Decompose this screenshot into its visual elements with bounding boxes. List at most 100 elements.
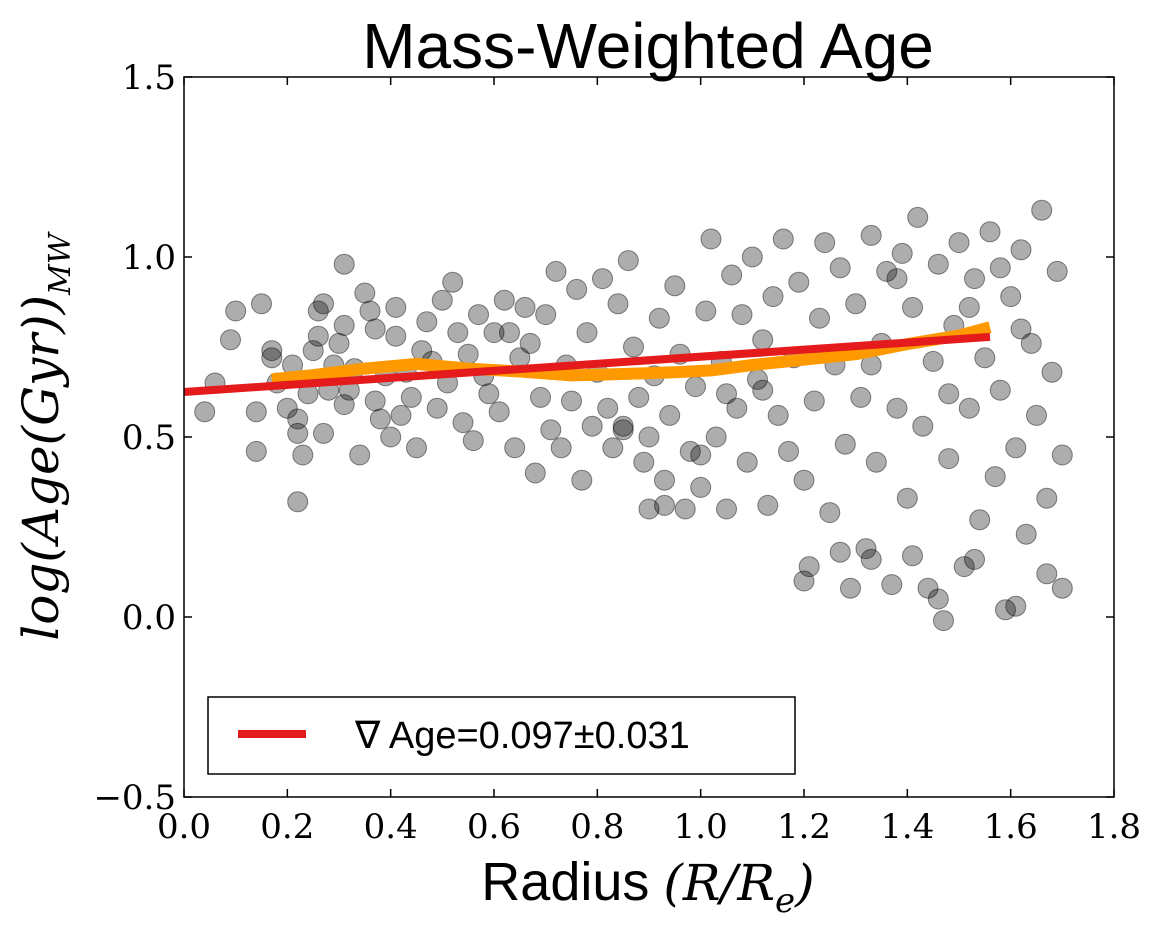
data-point — [499, 322, 520, 344]
data-point — [220, 329, 241, 351]
data-point — [602, 437, 624, 459]
y-tick-label: 0.5 — [122, 418, 176, 458]
x-axis-label-text: Radius — [481, 852, 649, 912]
x-tick-label: 0.2 — [260, 807, 314, 847]
data-point — [948, 232, 970, 254]
data-point — [225, 300, 247, 322]
data-point — [276, 397, 298, 419]
data-point — [778, 440, 799, 462]
data-point — [406, 437, 427, 459]
data-point — [452, 412, 474, 434]
data-point — [705, 426, 727, 448]
data-point — [251, 293, 272, 315]
x-tick-label: 1.2 — [777, 807, 831, 847]
data-point — [400, 386, 422, 408]
data-point — [349, 444, 371, 466]
data-point — [803, 390, 825, 412]
data-point — [245, 401, 267, 423]
y-axis-label-math: log(Age(Gyr)) — [12, 295, 70, 641]
x-axis-label-subscript: e — [775, 881, 795, 921]
x-axis-ticks: 0.0 0.2 0.4 0.6 0.8 1.0 1.2 1.4 1.6 1.8 — [157, 77, 1141, 847]
data-point — [576, 322, 598, 344]
data-point — [695, 300, 717, 322]
data-point — [860, 224, 882, 246]
data-point — [860, 548, 882, 570]
x-axis-label-math: (R/R — [663, 854, 775, 912]
data-point — [447, 322, 469, 344]
y-tick-label: 1.5 — [122, 58, 176, 98]
data-point — [1010, 318, 1032, 340]
data-point — [545, 260, 567, 282]
data-point — [431, 289, 453, 311]
data-point — [793, 570, 815, 592]
data-point — [834, 433, 856, 455]
data-point — [726, 397, 748, 419]
y-axis-label: log(Age(Gyr))MW — [12, 231, 78, 641]
scatter-points — [194, 199, 1073, 632]
data-point — [364, 390, 386, 412]
linear-fit-line — [183, 332, 991, 396]
data-point — [462, 430, 484, 452]
data-point — [628, 386, 650, 408]
data-point — [798, 556, 820, 578]
data-point — [690, 444, 712, 466]
data-point — [752, 329, 774, 351]
data-point — [633, 451, 655, 473]
data-point — [369, 408, 391, 430]
data-point — [938, 383, 960, 405]
data-point — [938, 448, 960, 470]
data-point — [958, 397, 980, 419]
data-point — [752, 379, 774, 401]
data-point — [674, 498, 696, 520]
data-point — [989, 379, 1011, 401]
data-point — [902, 296, 923, 318]
x-axis-label: Radius (R/Re) — [481, 852, 814, 921]
x-tick-label: 0.0 — [157, 807, 211, 847]
data-point — [788, 271, 810, 293]
data-point — [964, 268, 985, 290]
data-point — [995, 599, 1016, 621]
data-point — [493, 289, 515, 311]
data-point — [814, 232, 836, 254]
x-axis-label-close: ) — [794, 854, 815, 912]
data-point — [478, 383, 500, 405]
data-point — [416, 311, 438, 333]
data-point — [741, 246, 763, 268]
data-point — [731, 304, 753, 326]
data-point — [969, 509, 991, 531]
data-point — [261, 340, 283, 362]
data-point — [855, 538, 877, 560]
data-point — [540, 419, 562, 441]
x-tick-label: 1.4 — [880, 807, 934, 847]
data-point — [958, 296, 980, 318]
data-point — [690, 476, 712, 498]
data-point — [380, 426, 402, 448]
data-point — [457, 343, 479, 365]
data-point — [664, 275, 686, 297]
data-point — [612, 415, 634, 437]
data-point — [902, 545, 923, 567]
data-point — [865, 451, 887, 473]
data-point — [685, 376, 706, 398]
svg-text:Radius (R/Re): Radius (R/Re) — [481, 852, 814, 921]
data-point — [483, 322, 505, 344]
data-point — [287, 408, 309, 430]
data-point — [922, 350, 944, 372]
data-point — [442, 271, 464, 293]
data-point — [772, 228, 794, 250]
data-point — [654, 494, 675, 516]
data-point — [979, 221, 1001, 243]
x-tick-label: 0.4 — [364, 807, 418, 847]
data-point — [638, 498, 660, 520]
data-point — [468, 304, 489, 326]
data-point — [1036, 487, 1058, 509]
data-point — [504, 437, 526, 459]
data-point — [757, 494, 779, 516]
x-tick-label: 1.6 — [984, 807, 1038, 847]
data-point — [912, 415, 934, 437]
data-point — [648, 307, 670, 329]
data-point — [933, 610, 954, 632]
data-point — [840, 577, 861, 599]
data-point — [829, 541, 851, 563]
